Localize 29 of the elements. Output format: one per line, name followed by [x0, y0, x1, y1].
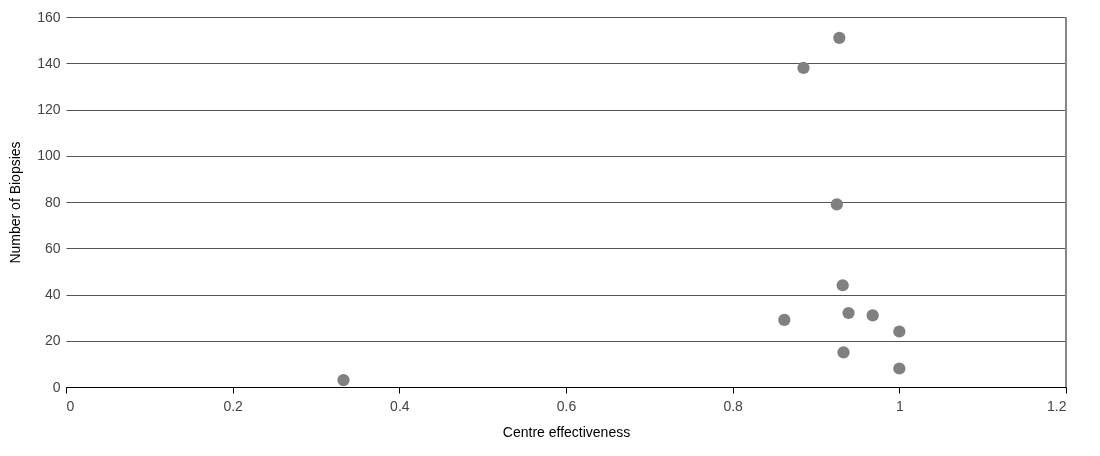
point [830, 198, 843, 211]
point [778, 313, 791, 327]
y-tick-label: 100 [37, 147, 61, 164]
point [893, 325, 906, 338]
x-tick-label: 0.8 [723, 397, 744, 414]
x-tick-label: 0 [66, 397, 75, 414]
point [797, 61, 810, 74]
y-tick-label: 20 [44, 332, 61, 349]
point [866, 309, 879, 322]
x-tick-label: 1 [895, 397, 904, 414]
y-tick-label: 0 [52, 378, 61, 395]
x-axis-title: Centre effectiveness [502, 423, 631, 440]
point [837, 346, 850, 359]
y-tick-label: 40 [44, 286, 61, 302]
y-tick-label: 60 [44, 239, 61, 256]
x-tick-label: 1.2 [1047, 397, 1067, 414]
point [836, 279, 849, 292]
point [893, 362, 906, 375]
y-axis-title: Number of Biopsies [7, 141, 24, 264]
y-tick-label: 160 [37, 8, 61, 25]
x-tick-label: 0.2 [223, 397, 244, 414]
x-tick-label: 0.4 [390, 397, 410, 414]
point [842, 306, 855, 320]
x-tick-label: 0.6 [556, 397, 577, 414]
point [833, 31, 846, 44]
point [337, 373, 350, 387]
y-tick-label: 120 [37, 101, 61, 117]
y-tick-label: 140 [37, 54, 61, 71]
y-tick-label: 80 [44, 193, 61, 210]
